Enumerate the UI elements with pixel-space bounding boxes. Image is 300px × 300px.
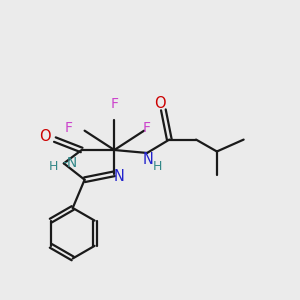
Text: H: H	[49, 160, 58, 173]
Text: F: F	[64, 121, 72, 135]
Text: H: H	[153, 160, 162, 173]
Text: -N: -N	[62, 156, 78, 170]
Text: O: O	[39, 129, 50, 144]
Text: F: F	[143, 121, 151, 135]
Text: N: N	[143, 152, 154, 167]
Text: F: F	[110, 97, 118, 111]
Text: N: N	[113, 169, 124, 184]
Text: O: O	[154, 96, 166, 111]
